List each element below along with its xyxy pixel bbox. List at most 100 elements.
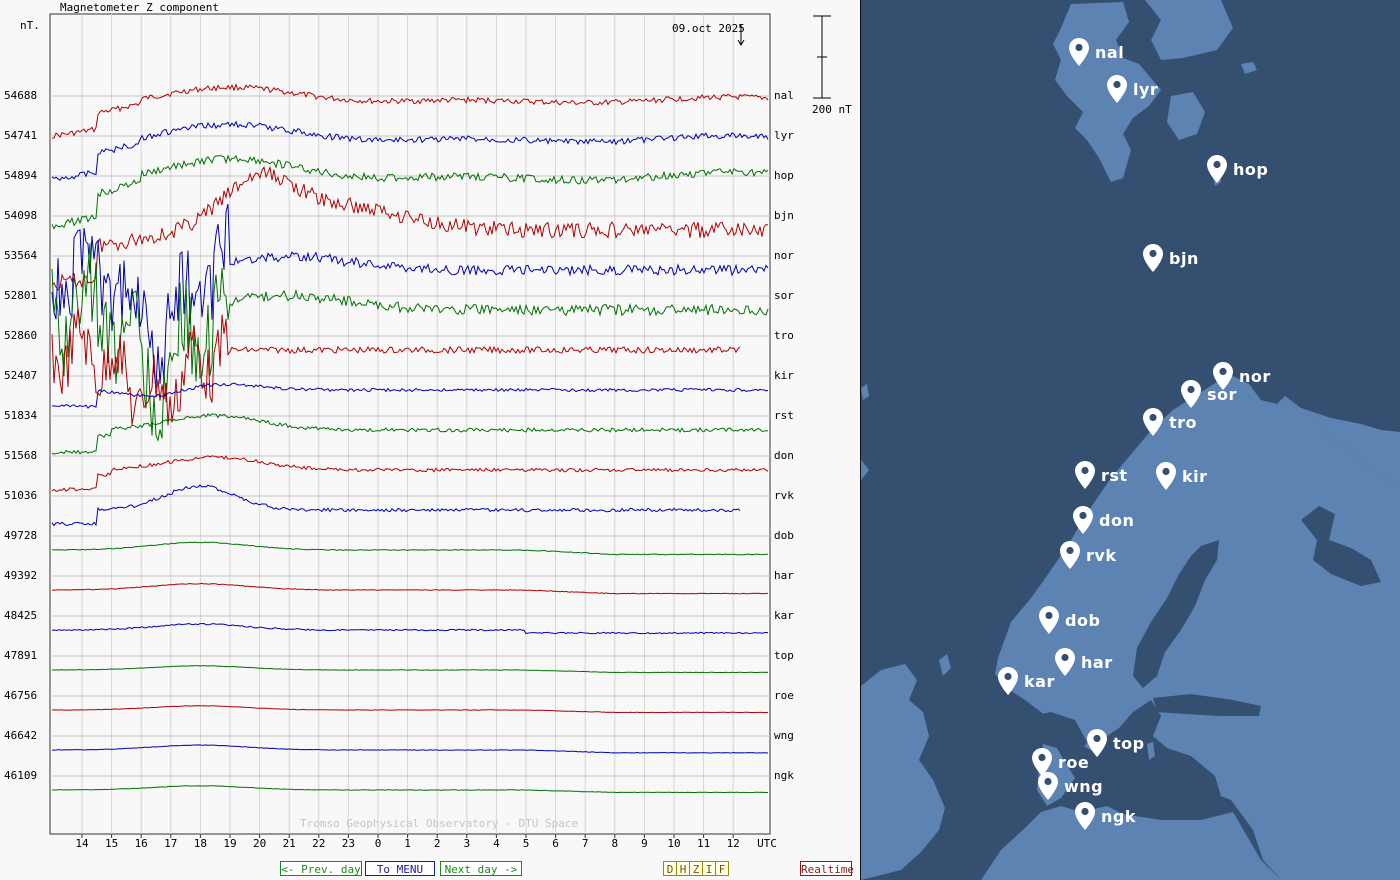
station-label-roe: roe (774, 689, 794, 702)
station-marker-hop[interactable]: hop (1207, 155, 1268, 183)
realtime-button[interactable]: Realtime (800, 861, 854, 876)
station-marker-label: wng (1064, 776, 1104, 796)
x-tick-label: 20 (253, 837, 266, 850)
station-marker-label: har (1081, 652, 1113, 672)
x-tick-label: 2 (434, 837, 441, 850)
kola-land (1301, 408, 1400, 486)
station-label-nal: nal (774, 89, 794, 102)
map-pin-icon (1087, 729, 1107, 757)
station-marker-bjn[interactable]: bjn (1143, 244, 1199, 272)
series-line-wng (51, 744, 769, 754)
station-marker-label: bjn (1169, 248, 1199, 268)
magnetometer-chart: Magnetometer Z component nT. 09.oct 2025… (4, 1, 852, 850)
to-menu-button[interactable]: To MENU (365, 861, 435, 876)
baseline-label-kar: 48425 (4, 609, 37, 622)
station-marker-ngk[interactable]: ngk (1075, 802, 1136, 830)
station-marker-har[interactable]: har (1055, 648, 1113, 676)
station-marker-tro[interactable]: tro (1143, 408, 1197, 436)
map-pin-icon (1213, 362, 1233, 390)
baseline-label-ngk: 46109 (4, 769, 37, 782)
station-marker-rvk[interactable]: rvk (1060, 541, 1116, 569)
station-marker-label: rvk (1086, 545, 1117, 565)
station-map: nal lyr hop bjn nor sor tro rst kir don rvk dob har k… (861, 0, 1400, 880)
component-i-button[interactable]: I (702, 861, 716, 876)
x-tick-label: 3 (463, 837, 470, 850)
station-marker-label: don (1099, 510, 1135, 530)
series-line-roe (51, 705, 769, 714)
station-marker-sor[interactable]: sor (1181, 380, 1237, 408)
station-marker-label: lyr (1133, 79, 1159, 99)
x-tick-label: 19 (223, 837, 236, 850)
x-tick-label: 7 (582, 837, 589, 850)
station-marker-rst[interactable]: rst (1075, 461, 1128, 489)
baseline-label-kir: 52407 (4, 369, 37, 382)
y-unit-label: nT. (20, 19, 40, 32)
faroe-land (861, 384, 869, 400)
baseline-label-bjn: 54098 (4, 209, 37, 222)
series-line-har (51, 582, 768, 595)
station-marker-label: sor (1207, 384, 1237, 404)
prev-day-button[interactable]: <- Prev. day (280, 861, 362, 876)
station-label-kir: kir (774, 369, 794, 382)
x-tick-label: 17 (164, 837, 177, 850)
map-pin-icon (1156, 462, 1176, 490)
shetland-land (939, 654, 951, 676)
component-z-button[interactable]: Z (689, 861, 703, 876)
x-tick-label: 10 (667, 837, 680, 850)
station-marker-kar[interactable]: kar (998, 667, 1055, 695)
chart-title: Magnetometer Z component (60, 1, 219, 14)
series-line-nal (51, 83, 769, 139)
station-label-kar: kar (774, 609, 794, 622)
station-marker-nor[interactable]: nor (1213, 362, 1271, 390)
station-label-hop: hop (774, 169, 794, 182)
series-line-hop (51, 154, 769, 230)
component-d-button[interactable]: D (663, 861, 677, 876)
station-marker-label: kar (1024, 671, 1055, 691)
map-pin-icon (1073, 506, 1093, 534)
x-tick-label: 23 (342, 837, 355, 850)
series-line-lyr (51, 120, 769, 182)
component-h-button[interactable]: H (676, 861, 690, 876)
baseline-label-sor: 52801 (4, 289, 37, 302)
component-f-button[interactable]: F (715, 861, 729, 876)
station-marker-wng[interactable]: wng (1038, 772, 1103, 800)
station-marker-label: kir (1182, 466, 1208, 486)
station-marker-nal[interactable]: nal (1069, 38, 1124, 66)
europe-land (981, 806, 1281, 880)
station-marker-label: ngk (1101, 806, 1136, 826)
station-label-har: har (774, 569, 794, 582)
map-pin-icon (1060, 541, 1080, 569)
station-marker-kir[interactable]: kir (1156, 462, 1208, 490)
series-line-rvk (51, 484, 741, 527)
station-marker-lyr[interactable]: lyr (1107, 75, 1158, 103)
station-label-wng: wng (774, 729, 794, 742)
map-pin-icon (1075, 802, 1095, 830)
series-line-bjn (51, 165, 769, 291)
series-line-kar (51, 622, 769, 635)
station-marker-roe[interactable]: roe (1032, 748, 1089, 776)
x-tick-label: 6 (552, 837, 559, 850)
station-marker-label: tro (1169, 412, 1198, 432)
station-marker-don[interactable]: don (1073, 506, 1134, 534)
series-line-kir (52, 382, 769, 409)
series-line-ngk (52, 785, 768, 794)
station-marker-label: nal (1095, 42, 1125, 62)
date-marker-arrow (737, 39, 745, 46)
series-line-don (51, 455, 769, 492)
scandinavia-land (995, 376, 1400, 880)
series-line-sor (51, 243, 769, 443)
next-day-button[interactable]: Next day -> (440, 861, 522, 876)
x-tick-label: 16 (135, 837, 148, 850)
map-pin-icon (1107, 75, 1127, 103)
station-marker-top[interactable]: top (1087, 729, 1145, 757)
station-marker-label: nor (1239, 366, 1271, 386)
x-tick-label: 21 (283, 837, 296, 850)
x-tick-label: 0 (375, 837, 382, 850)
station-label-top: top (774, 649, 794, 662)
station-marker-dob[interactable]: dob (1039, 606, 1100, 634)
series-line-rst (51, 413, 769, 455)
station-marker-label: top (1113, 733, 1145, 753)
kvitoya-island (1241, 62, 1257, 74)
map-pin-icon (1069, 38, 1089, 66)
station-label-don: don (774, 449, 794, 462)
